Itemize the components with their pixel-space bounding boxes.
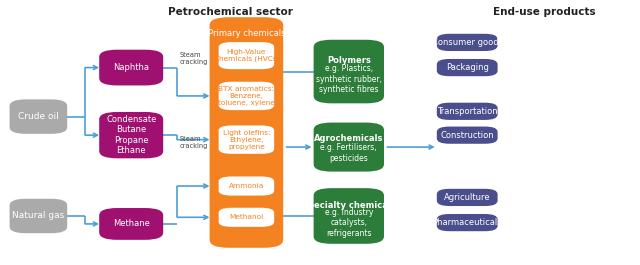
Text: Steam
cracking: Steam cracking: [180, 52, 208, 65]
FancyBboxPatch shape: [437, 34, 498, 51]
FancyBboxPatch shape: [210, 17, 283, 248]
Text: Polymers: Polymers: [327, 56, 371, 65]
Text: Agriculture: Agriculture: [444, 193, 490, 202]
FancyBboxPatch shape: [218, 125, 275, 155]
Text: Methane: Methane: [113, 219, 150, 228]
FancyBboxPatch shape: [437, 189, 498, 206]
Text: Petrochemical sector: Petrochemical sector: [168, 7, 293, 17]
Text: Natural gas: Natural gas: [12, 211, 65, 220]
Text: Crude oil: Crude oil: [18, 112, 59, 121]
FancyBboxPatch shape: [437, 214, 498, 231]
Text: Naphtha: Naphtha: [113, 63, 149, 72]
Text: Consumer goods: Consumer goods: [432, 38, 502, 47]
Text: e.g. Plastics,
synthetic rubber,
synthetic fibres: e.g. Plastics, synthetic rubber, synthet…: [316, 64, 382, 94]
Text: Condensate
Butane
Propane
Ethane: Condensate Butane Propane Ethane: [106, 115, 156, 155]
FancyBboxPatch shape: [314, 188, 384, 244]
Text: Packaging: Packaging: [446, 63, 488, 72]
FancyBboxPatch shape: [437, 59, 498, 76]
Text: Steam
cracking: Steam cracking: [180, 136, 208, 149]
FancyBboxPatch shape: [314, 122, 384, 172]
Text: Pharmaceuticals: Pharmaceuticals: [433, 218, 502, 227]
Text: e.g. Industry
catalysts,
refrigerants: e.g. Industry catalysts, refrigerants: [324, 208, 373, 237]
FancyBboxPatch shape: [218, 81, 275, 111]
Text: Transportation: Transportation: [437, 107, 497, 116]
FancyBboxPatch shape: [99, 50, 163, 85]
Text: Ammonia: Ammonia: [228, 183, 264, 189]
Text: End-use products: End-use products: [493, 7, 595, 17]
Text: Agrochemicals: Agrochemicals: [314, 134, 383, 143]
FancyBboxPatch shape: [10, 199, 67, 233]
FancyBboxPatch shape: [10, 99, 67, 134]
Text: Methanol: Methanol: [229, 214, 264, 220]
FancyBboxPatch shape: [437, 103, 498, 120]
Text: e.g. Fertilisers,
pesticides: e.g. Fertilisers, pesticides: [321, 143, 377, 163]
FancyBboxPatch shape: [437, 127, 498, 144]
FancyBboxPatch shape: [218, 207, 275, 228]
FancyBboxPatch shape: [218, 41, 275, 70]
Text: High-Value
Chemicals (HVCs): High-Value Chemicals (HVCs): [214, 49, 279, 62]
FancyBboxPatch shape: [218, 175, 275, 197]
Text: Light olefins:
Ethylene,
propylene: Light olefins: Ethylene, propylene: [223, 130, 270, 150]
Text: Specialty chemicals: Specialty chemicals: [302, 201, 396, 210]
FancyBboxPatch shape: [99, 208, 163, 240]
FancyBboxPatch shape: [314, 40, 384, 103]
Text: Construction: Construction: [440, 131, 494, 140]
FancyBboxPatch shape: [99, 112, 163, 158]
Text: BTX aromatics:
Benzene,
toluene, xylene: BTX aromatics: Benzene, toluene, xylene: [218, 86, 275, 106]
Text: Primary chemicals: Primary chemicals: [207, 29, 285, 38]
